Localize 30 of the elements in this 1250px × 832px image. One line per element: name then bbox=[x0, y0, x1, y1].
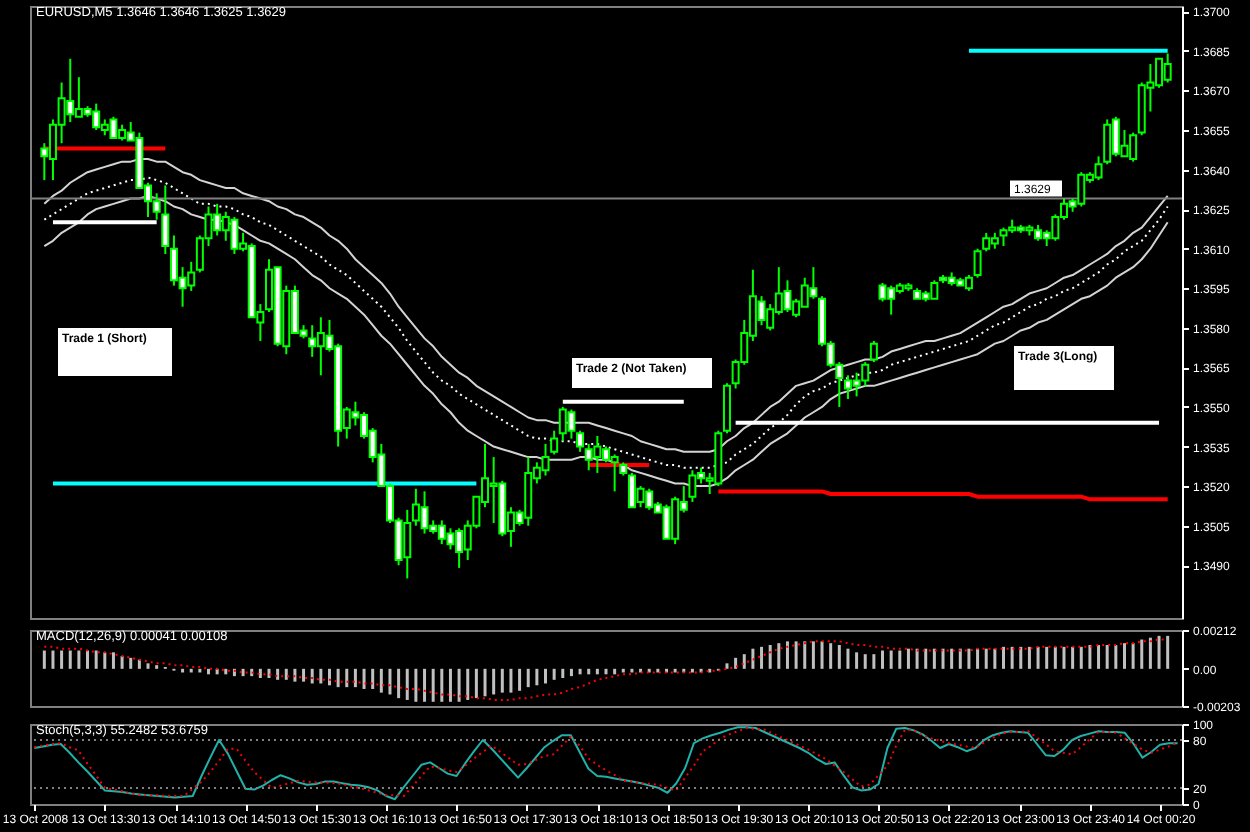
candlestick bbox=[593, 434, 602, 474]
candlestick bbox=[161, 184, 170, 255]
candlestick bbox=[1111, 115, 1120, 158]
candlestick bbox=[999, 226, 1008, 248]
candlestick bbox=[809, 266, 818, 300]
candlestick bbox=[230, 216, 239, 255]
candlestick bbox=[541, 442, 550, 477]
candlestick bbox=[420, 490, 429, 535]
candlestick bbox=[403, 508, 412, 580]
candlestick bbox=[930, 279, 939, 300]
candlestick bbox=[437, 519, 446, 546]
candlestick bbox=[576, 429, 585, 453]
candlestick bbox=[316, 316, 325, 377]
candlestick bbox=[869, 340, 878, 364]
candlestick bbox=[109, 115, 118, 139]
candlestick bbox=[92, 102, 101, 131]
candlestick bbox=[1077, 171, 1086, 208]
candlestick bbox=[524, 456, 533, 527]
candlestick bbox=[1163, 52, 1172, 84]
candlestick bbox=[610, 453, 619, 493]
candlestick bbox=[645, 487, 654, 511]
candlestick bbox=[567, 408, 576, 440]
candlestick bbox=[662, 503, 671, 540]
candlestick bbox=[66, 57, 75, 124]
candlestick bbox=[308, 324, 317, 358]
candlestick bbox=[446, 527, 455, 551]
candlestick bbox=[213, 202, 222, 237]
candlestick bbox=[722, 382, 731, 435]
candlestick bbox=[887, 284, 896, 316]
candlestick bbox=[558, 405, 567, 443]
